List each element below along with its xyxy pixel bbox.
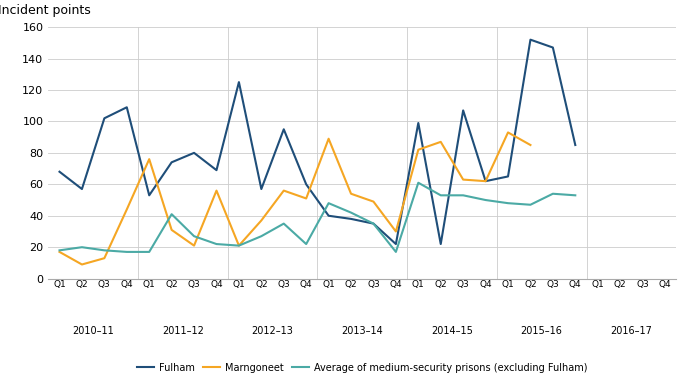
Text: 2014–15: 2014–15: [431, 326, 473, 336]
Text: Incident points: Incident points: [0, 4, 91, 17]
Text: 2011–12: 2011–12: [162, 326, 204, 336]
Legend: Fulham, Marngoneet, Average of medium-security prisons (excluding Fulham): Fulham, Marngoneet, Average of medium-se…: [133, 359, 591, 377]
Text: 2012–13: 2012–13: [252, 326, 293, 336]
Text: 2013–14: 2013–14: [342, 326, 383, 336]
Text: 2010–11: 2010–11: [72, 326, 114, 336]
Text: 2015–16: 2015–16: [521, 326, 562, 336]
Text: 2016–17: 2016–17: [611, 326, 652, 336]
